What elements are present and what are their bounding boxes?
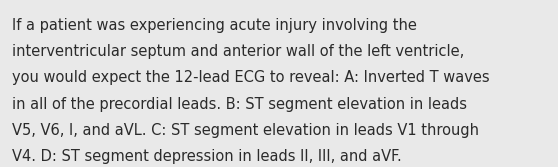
Text: V4. D: ST segment depression in leads II, III, and aVF.: V4. D: ST segment depression in leads II… [12, 149, 402, 164]
Text: V5, V6, I, and aVL. C: ST segment elevation in leads V1 through: V5, V6, I, and aVL. C: ST segment elevat… [12, 123, 479, 138]
Text: in all of the precordial leads. B: ST segment elevation in leads: in all of the precordial leads. B: ST se… [12, 97, 467, 112]
Text: you would expect the 12-lead ECG to reveal: A: Inverted T waves: you would expect the 12-lead ECG to reve… [12, 70, 490, 85]
Text: interventricular septum and anterior wall of the left ventricle,: interventricular septum and anterior wal… [12, 44, 464, 59]
Text: If a patient was experiencing acute injury involving the: If a patient was experiencing acute inju… [12, 18, 417, 33]
